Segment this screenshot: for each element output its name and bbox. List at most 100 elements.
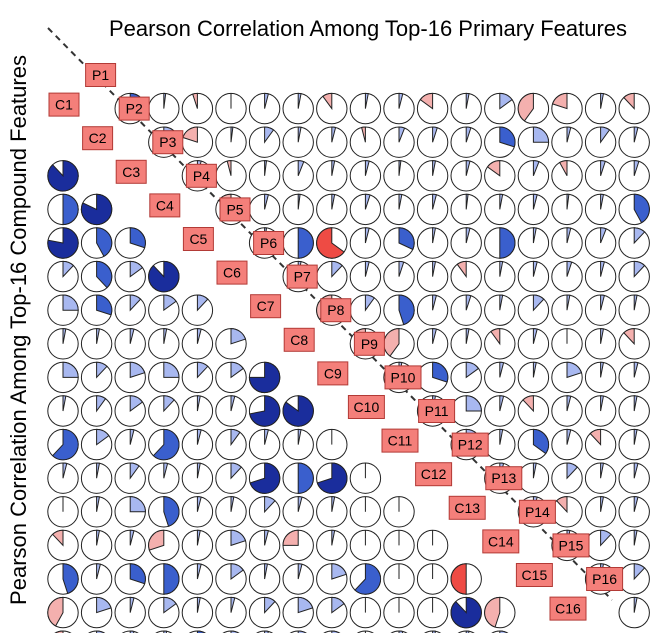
- lower-cell-r13-c6: [248, 496, 281, 528]
- correlation-wedge: [633, 193, 650, 224]
- correlation-wedge: [558, 160, 568, 177]
- lower-cell-r15-c10: [383, 563, 415, 595]
- correlation-wedge: [465, 328, 470, 344]
- correlation-wedge: [499, 395, 505, 412]
- lower-cell-r6-c1: [80, 260, 113, 293]
- correlation-wedge: [532, 126, 550, 143]
- lower-cell-r7-c2: [114, 294, 146, 326]
- label-text: C4: [156, 197, 174, 213]
- upper-cell-r5-c9: [349, 227, 382, 259]
- correlation-wedge: [96, 596, 112, 614]
- correlation-wedge: [297, 126, 302, 143]
- correlation-wedge: [129, 294, 142, 312]
- correlation-wedge: [566, 227, 572, 244]
- correlation-wedge: [432, 260, 437, 277]
- correlation-wedge: [600, 92, 605, 109]
- lower-cell-r15-c4: [181, 563, 214, 595]
- label-text: C15: [522, 567, 548, 583]
- label-box: [317, 361, 349, 386]
- upper-cell-r2-c15: [551, 126, 583, 158]
- lower-cell-r8-c3: [148, 328, 180, 360]
- upper-cell-r8-c10: [383, 328, 415, 360]
- correlation-wedge: [196, 563, 202, 580]
- correlation-wedge: [532, 227, 537, 244]
- correlation-wedge: [465, 361, 480, 379]
- upper-cell-r5-c15: [551, 227, 583, 259]
- correlation-wedge: [465, 395, 482, 412]
- lower-cell-r6-c0: [47, 260, 79, 293]
- correlation-wedge: [331, 193, 336, 210]
- lower-label-c1: C1: [48, 92, 80, 117]
- upper-cell-r12-c16: [584, 462, 617, 494]
- upper-cell-r2-c5: [215, 126, 247, 158]
- lower-cell-r14-c1: [80, 529, 113, 562]
- lower-cell-r14-c6: [248, 529, 281, 562]
- lower-cell-r14-c2: [114, 529, 146, 562]
- labels-layer: P1 P2 P3 P4 P5 P6 P7 P8 P9 P10 P11 P12 P13 P14 P15 P16 C…: [48, 63, 624, 621]
- upper-label-p8: P8: [320, 298, 352, 323]
- upper-cell-r4-c17: [618, 193, 650, 226]
- lower-cell-r9-c3: [148, 361, 180, 394]
- upper-cell-r11-c13: [484, 428, 516, 461]
- upper-cell-r2-c14: [517, 126, 550, 158]
- label-box: [347, 395, 385, 419]
- correlation-wedge: [532, 193, 538, 210]
- label-box: [381, 428, 419, 453]
- correlation-wedge: [62, 328, 67, 344]
- upper-cell-r7-c9: [349, 294, 382, 326]
- lower-cell-r12-c8: [316, 462, 348, 494]
- upper-cell-r4-c7: [282, 193, 314, 226]
- lower-cell-r9-c6: [248, 361, 281, 394]
- label-text: P5: [226, 201, 243, 217]
- lower-cell-r8-c2: [114, 328, 146, 360]
- upper-label-p2: P2: [118, 96, 150, 121]
- correlation-wedge: [499, 294, 504, 311]
- upper-cell-r5-c13: [484, 227, 516, 259]
- upper-cell-r4-c14: [517, 193, 550, 226]
- lower-cell-r7-c3: [148, 294, 180, 326]
- lower-cell-r6-c2: [114, 260, 146, 293]
- label-box: [415, 462, 453, 487]
- correlation-wedge: [230, 428, 241, 447]
- lower-cell-r14-c3: [148, 529, 180, 562]
- upper-cell-r6-c9: [349, 260, 382, 293]
- correlation-wedge: [566, 361, 583, 379]
- lower-cell-r16-c0: [47, 596, 79, 629]
- correlation-wedge: [163, 596, 177, 614]
- correlation-wedge: [633, 428, 638, 445]
- upper-cell-r1-c3: [148, 92, 180, 125]
- correlation-wedge: [600, 160, 606, 176]
- correlation-wedge: [432, 126, 438, 143]
- label-text: P2: [126, 101, 143, 117]
- lower-cell-r16-c13: [484, 596, 516, 629]
- correlation-wedge: [364, 227, 370, 244]
- correlation-wedge: [623, 92, 635, 110]
- upper-cell-r9-c12: [450, 361, 482, 394]
- correlation-wedge: [555, 496, 568, 514]
- lower-label-c7: C7: [250, 294, 282, 319]
- upper-label-p7: P7: [286, 264, 318, 289]
- correlation-wedge: [633, 563, 646, 581]
- lower-cell-r11-c3: [148, 428, 180, 461]
- correlation-wedge: [264, 596, 276, 614]
- lower-cell-r16-c3: [148, 596, 180, 629]
- label-text: P15: [559, 537, 584, 553]
- lower-cell-r9-c0: [47, 361, 79, 394]
- correlation-wedge: [465, 160, 471, 176]
- correlation-wedge: [47, 227, 79, 259]
- correlation-wedge: [297, 563, 303, 580]
- upper-cell-r5-c11: [416, 227, 449, 259]
- correlation-wedge: [96, 294, 113, 316]
- upper-cell-r7-c10: [383, 294, 415, 326]
- upper-cell-r9-c15: [551, 361, 583, 394]
- lower-cell-r12-c7: [282, 462, 314, 494]
- correlation-wedge: [96, 328, 101, 344]
- correlation-wedge: [499, 92, 513, 110]
- lower-label-c4: C4: [149, 193, 181, 218]
- upper-cell-r3-c16: [584, 160, 617, 192]
- lower-cell-r15-c5: [215, 563, 247, 595]
- lower-cell-r13-c4: [181, 496, 214, 528]
- upper-cell-r3-c17: [618, 160, 650, 192]
- correlation-wedge: [633, 596, 638, 613]
- upper-cell-r1-c12: [450, 92, 482, 125]
